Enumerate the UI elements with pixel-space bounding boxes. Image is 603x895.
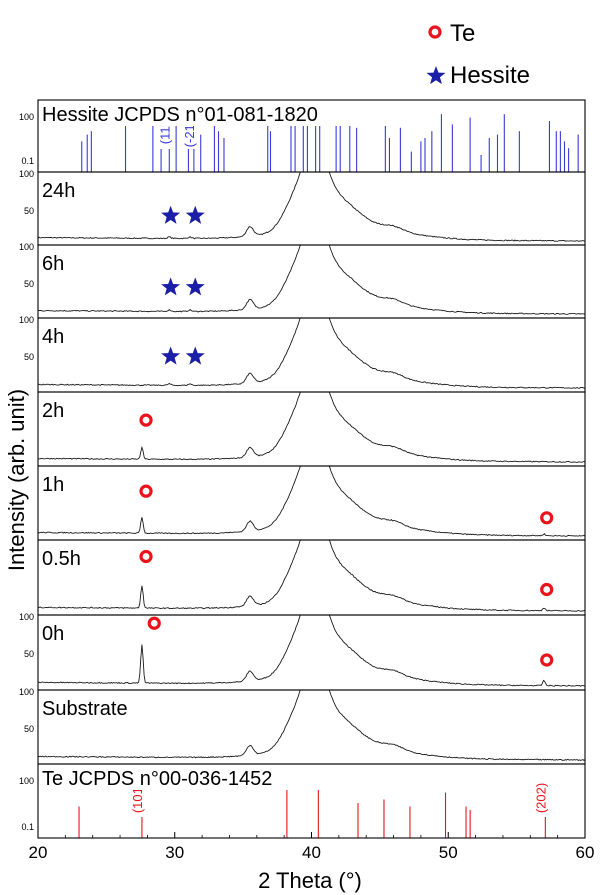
y-tick-label: 50 [24,279,34,289]
series-label: 24h [42,180,75,202]
te-circle-marker [139,413,153,427]
legend-hessite-marker [426,66,446,85]
y-tick-label: 50 [24,724,34,734]
panel-frame [37,391,586,467]
y-tick-label: 100 [19,612,34,622]
x-axis-label: 2 Theta (°) [258,868,362,893]
peak-label: (101) [130,783,145,813]
panel-1: 24h 100 50 [19,169,586,246]
panel-5: 1h [37,465,586,541]
series-label: 0h [42,623,64,645]
series-label: 1h [42,474,64,496]
panel-title-bg [40,102,436,126]
axes: Intensity (arb. unit) 2 Theta (°) 20 30 40… [4,389,594,893]
y-tick-label: 100 [19,112,34,122]
series-line-0h [38,615,585,687]
series-label: 2h [42,400,64,422]
y-tick-label: 100 [19,315,34,325]
y-tick-label: 0.1 [21,822,34,832]
te-circle-marker [540,653,554,667]
panel-9: (101) (202) Te JCPDS n°00-036-1452 100 0.1 [19,763,586,839]
te-circle-marker [139,549,153,564]
x-tick-label: 30 [165,843,184,862]
x-tick-label: 50 [439,843,458,862]
panel-frame [37,171,586,246]
series-label: 4h [42,326,64,348]
legend: Te Hessite [426,20,530,89]
panel-frame [37,465,586,541]
panel-frame [37,244,586,319]
series-label: Substrate [42,698,128,720]
series-line-Substrate [38,690,585,761]
peak-label: (202) [533,783,548,813]
hessite-star-marker [161,346,181,365]
x-tick-label: 40 [302,843,321,862]
panel-title-bg [40,766,436,790]
y-tick-label: 100 [19,687,34,697]
y-tick-label: 50 [24,352,34,362]
hessite-star-marker [185,277,205,296]
panel-4: 2h [37,391,586,467]
hessite-star-marker [161,205,181,224]
series-label: 6h [42,253,64,275]
panel-2: 6h 100 50 [19,242,586,319]
x-tick-label: 60 [576,843,595,862]
series-line-24h [38,172,585,242]
te-circle-marker [139,484,153,498]
series-line-0.5h [38,540,585,612]
y-axis-label: Intensity (arb. unit) [4,389,29,571]
y-tick-label: 100 [19,776,34,786]
panel-0: (111) (-212)Hessite JCPDS n°01-081-182010… [19,99,586,173]
panel-3: 4h 100 50 [19,315,586,393]
te-circle-marker [540,511,554,525]
legend-label-0: Te [450,20,475,47]
te-circle-marker [540,582,554,597]
panel-6: 0.5h [37,539,586,616]
y-tick-label: 0.1 [21,156,34,166]
panel-7: 0h 100 50 [19,612,586,691]
series-line-4h [38,318,585,389]
panel-8: Substrate 100 50 [19,687,586,765]
series-line-1h [38,466,585,537]
panel-frame [37,317,586,393]
series-line-2h [38,392,585,463]
peak-label-bg [533,779,548,817]
te-circle-marker [147,616,161,630]
hessite-star-marker [161,277,181,296]
panel-title: Hessite JCPDS n°01-081-1820 [42,104,318,126]
y-tick-label: 50 [24,206,34,216]
legend-te-marker [428,25,442,39]
panel-frame [37,539,586,616]
panel-frame [37,614,586,691]
hessite-star-marker [185,205,205,224]
panel-title: Te JCPDS n°00-036-1452 [42,768,272,790]
panels: (111) (-212)Hessite JCPDS n°01-081-182010… [19,99,586,839]
y-tick-label: 50 [24,649,34,659]
legend-label-1: Hessite [450,62,530,89]
y-tick-label: 100 [19,169,34,179]
x-tick-label: 20 [29,843,48,862]
series-label: 0.5h [42,548,81,570]
y-tick-label: 100 [19,242,34,252]
hessite-star-marker [185,346,205,365]
series-line-6h [38,245,585,315]
